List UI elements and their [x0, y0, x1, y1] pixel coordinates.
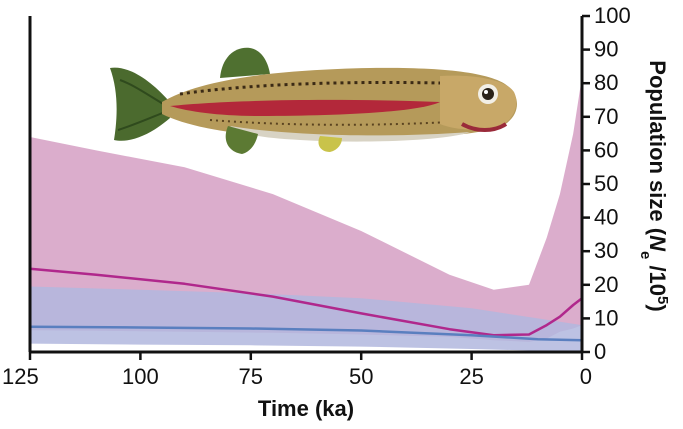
series-line-2 — [29, 325, 583, 342]
y-axis-title: Population size (Ne /105) — [638, 60, 672, 311]
y-axis-ticks: 0 10 20 30 40 50 60 70 80 90 100 — [582, 3, 631, 364]
x-tick-label: 100 — [122, 364, 159, 389]
y-tick-label: 100 — [594, 3, 631, 28]
x-axis-ticks: 125 100 75 50 25 0 — [2, 352, 592, 389]
x-tick-label: 0 — [580, 364, 592, 389]
series-line-1 — [29, 267, 583, 337]
y-tick-label: 80 — [594, 70, 618, 95]
series-lines — [29, 267, 583, 342]
y-tick-label: 50 — [594, 171, 618, 196]
x-axis-title: Time (ka) — [258, 396, 354, 421]
y-tick-label: 20 — [594, 272, 618, 297]
y-tick-label: 40 — [594, 205, 618, 230]
x-tick-label: 125 — [2, 364, 39, 389]
y-tick-label: 90 — [594, 37, 618, 62]
x-tick-label: 75 — [239, 364, 263, 389]
confidence-band-1 — [30, 76, 582, 342]
x-tick-label: 25 — [459, 364, 483, 389]
y-tick-label: 70 — [594, 104, 618, 129]
y-tick-label: 10 — [594, 305, 618, 330]
y-tick-label: 30 — [594, 238, 618, 263]
fish-photo — [110, 47, 517, 154]
y-tick-label: 60 — [594, 137, 618, 162]
y-tick-label: 0 — [594, 339, 606, 364]
x-tick-label: 50 — [349, 364, 373, 389]
